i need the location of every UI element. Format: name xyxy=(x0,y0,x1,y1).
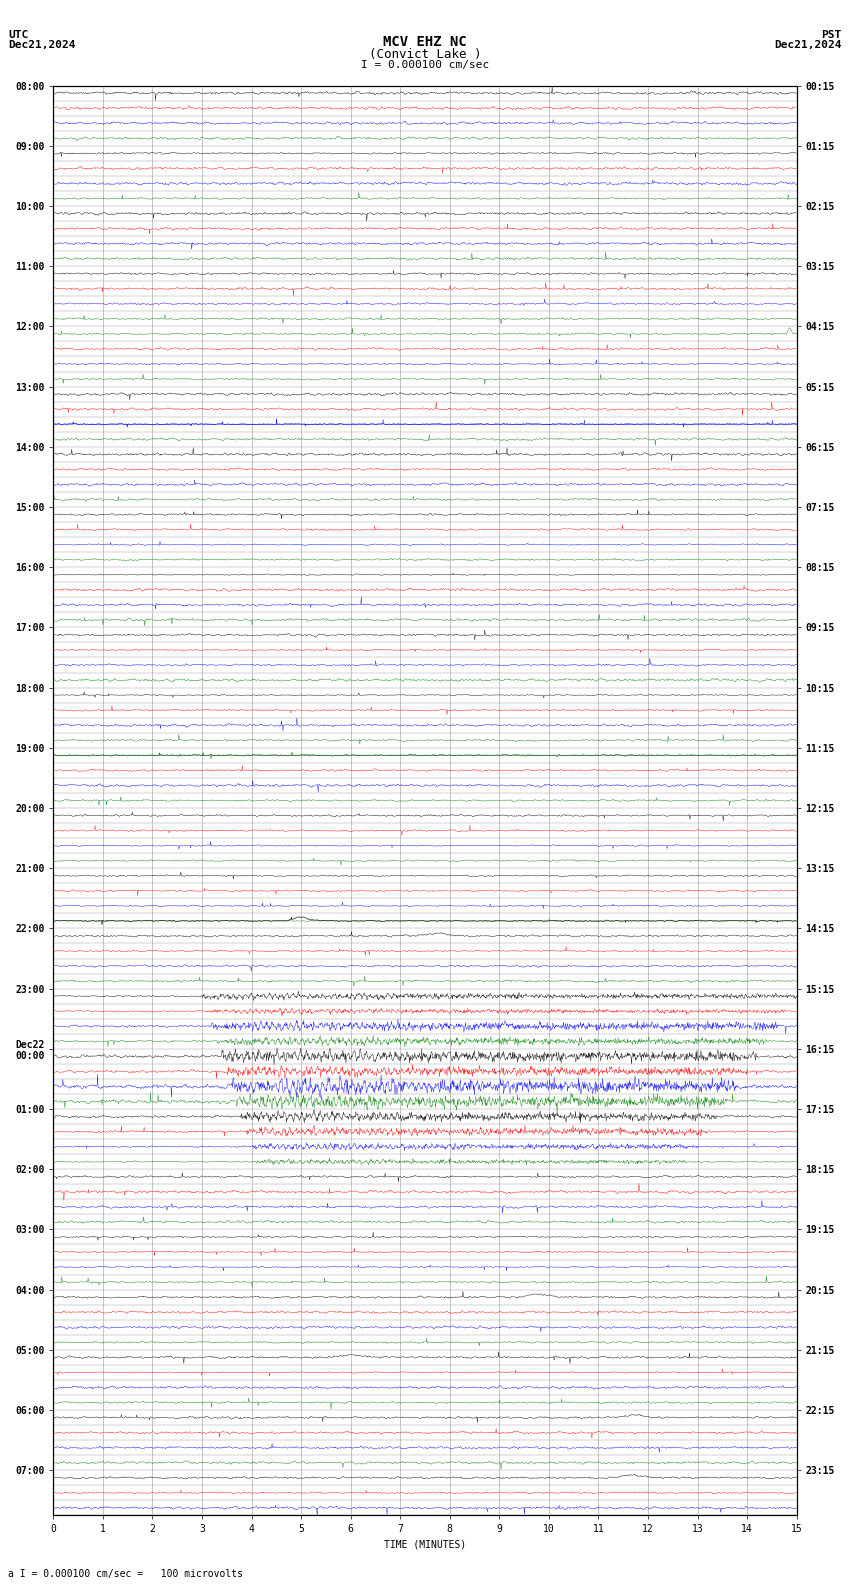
Text: a I = 0.000100 cm/sec =   100 microvolts: a I = 0.000100 cm/sec = 100 microvolts xyxy=(8,1570,243,1579)
Text: UTC: UTC xyxy=(8,30,29,40)
Text: PST: PST xyxy=(821,30,842,40)
Text: Dec21,2024: Dec21,2024 xyxy=(774,40,842,49)
Text: MCV EHZ NC: MCV EHZ NC xyxy=(383,35,467,49)
Text: I = 0.000100 cm/sec: I = 0.000100 cm/sec xyxy=(361,60,489,70)
Text: Dec21,2024: Dec21,2024 xyxy=(8,40,76,49)
X-axis label: TIME (MINUTES): TIME (MINUTES) xyxy=(384,1540,466,1551)
Text: (Convict Lake ): (Convict Lake ) xyxy=(369,48,481,60)
